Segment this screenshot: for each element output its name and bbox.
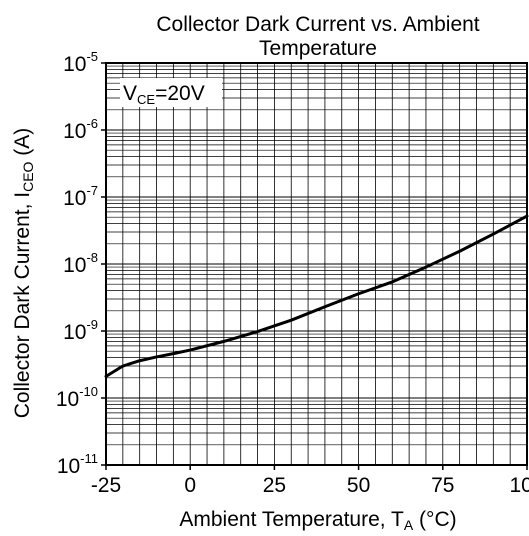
tick-marks	[101, 62, 528, 470]
series-group	[104, 214, 529, 378]
x-tick-label: 25	[263, 474, 286, 497]
chart-title-line2: Temperature	[259, 37, 377, 60]
x-tick-labels: -25 0 25 50 75 100	[91, 474, 529, 497]
y-tick-label: 10-7	[63, 183, 98, 210]
grid	[105, 63, 528, 466]
annotation-background	[120, 78, 222, 107]
y-tick-labels: 10-5 10-6 10-7 10-8 10-9 10-10 10-11	[56, 49, 98, 478]
y-tick-label: 10-10	[56, 384, 98, 411]
x-tick-label: -25	[91, 474, 121, 497]
y-axis-label: Collector Dark Current, ICEO (A)	[11, 128, 36, 419]
x-tick-label: 100	[509, 474, 529, 497]
x-tick-label: 50	[347, 474, 370, 497]
x-tick-label: 75	[431, 474, 454, 497]
y-tick-label: 10-9	[63, 317, 98, 344]
y-tick-label: 10-8	[63, 250, 98, 277]
y-tick-label: 10-11	[57, 451, 98, 478]
series-line	[104, 214, 529, 378]
y-tick-label: 10-6	[63, 116, 98, 143]
annotation-vce: VCE=20V	[123, 82, 205, 107]
x-axis-label: Ambient Temperature, TA (°C)	[179, 508, 456, 533]
x-tick-label: 0	[184, 474, 196, 497]
y-tick-label: 10-5	[63, 49, 98, 76]
chart-title-line1: Collector Dark Current vs. Ambient	[156, 13, 479, 36]
